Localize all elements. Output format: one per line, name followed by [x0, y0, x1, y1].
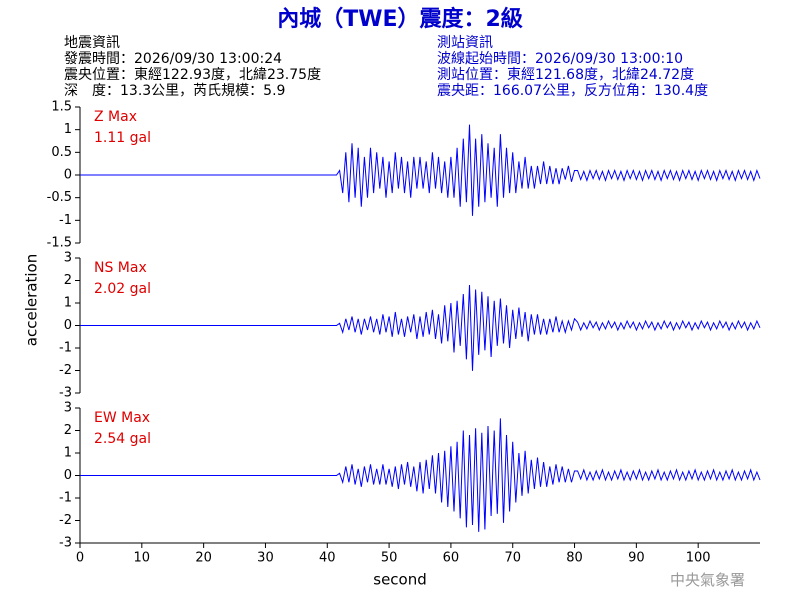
- y-tick-label: -2: [59, 363, 72, 378]
- y-tick-label: 0: [64, 468, 72, 483]
- x-tick-label: 20: [195, 551, 212, 566]
- annotation: 2.02 gal: [94, 281, 151, 297]
- y-tick-label: 2: [64, 273, 72, 288]
- annotation: Z Max: [94, 109, 137, 125]
- y-tick-label: -1: [59, 491, 72, 506]
- x-tick-label: 90: [628, 551, 645, 566]
- info-line: 震央距：166.07公里，反方位角：130.4度: [437, 83, 708, 99]
- y-tick-label: -1: [59, 213, 72, 228]
- y-tick-label: 1.5: [51, 100, 72, 115]
- info-line: 波線起始時間：2026/09/30 13:00:10: [437, 51, 683, 67]
- info-line: 發震時間：2026/09/30 13:00:24: [64, 51, 282, 67]
- y-tick-label: -1.5: [47, 236, 72, 251]
- y-tick-label: 0.5: [51, 145, 72, 160]
- info-line: 測站位置：東經121.68度，北緯24.72度: [437, 67, 694, 83]
- y-tick-label: 0: [64, 318, 72, 333]
- info-line: 測站資訊: [437, 35, 493, 51]
- x-tick-label: 100: [686, 551, 711, 566]
- footer: 中央氣象署: [670, 571, 745, 589]
- annotation: EW Max: [94, 410, 150, 426]
- x-tick-label: 10: [134, 551, 151, 566]
- annotation: 1.11 gal: [94, 130, 151, 146]
- info-line: 震央位置：東經122.93度，北緯23.75度: [64, 67, 321, 83]
- chart-title: 內城（TWE）震度：2級: [277, 6, 523, 32]
- y-tick-label: -2: [59, 513, 72, 528]
- x-tick-label: 30: [257, 551, 274, 566]
- y-tick-label: 3: [64, 401, 72, 416]
- y-tick-label: 2: [64, 423, 72, 438]
- y-tick-label: -1: [59, 341, 72, 356]
- x-tick-label: 70: [504, 551, 521, 566]
- annotation: 2.54 gal: [94, 431, 151, 447]
- info-line: 深 度：13.3公里，芮氏規模：5.9: [64, 82, 285, 99]
- y-axis-label: acceleration: [23, 254, 41, 346]
- annotation: NS Max: [94, 260, 147, 276]
- x-tick-label: 0: [76, 551, 84, 566]
- y-tick-label: 1: [64, 446, 72, 461]
- waveform: [80, 124, 761, 216]
- y-tick-label: -3: [59, 536, 72, 551]
- x-tick-label: 50: [381, 551, 398, 566]
- y-tick-label: 1: [64, 122, 72, 137]
- y-tick-label: 3: [64, 251, 72, 266]
- y-tick-label: -0.5: [47, 190, 72, 205]
- x-tick-label: 40: [319, 551, 336, 566]
- waveform: [80, 418, 761, 532]
- y-tick-label: 1: [64, 296, 72, 311]
- x-tick-label: 80: [566, 551, 583, 566]
- waveform: [80, 284, 761, 371]
- info-line: 地震資訊: [64, 35, 120, 51]
- x-tick-label: 60: [443, 551, 460, 566]
- y-tick-label: 0: [64, 168, 72, 183]
- y-tick-label: -3: [59, 386, 72, 401]
- x-axis-label: second: [373, 571, 427, 589]
